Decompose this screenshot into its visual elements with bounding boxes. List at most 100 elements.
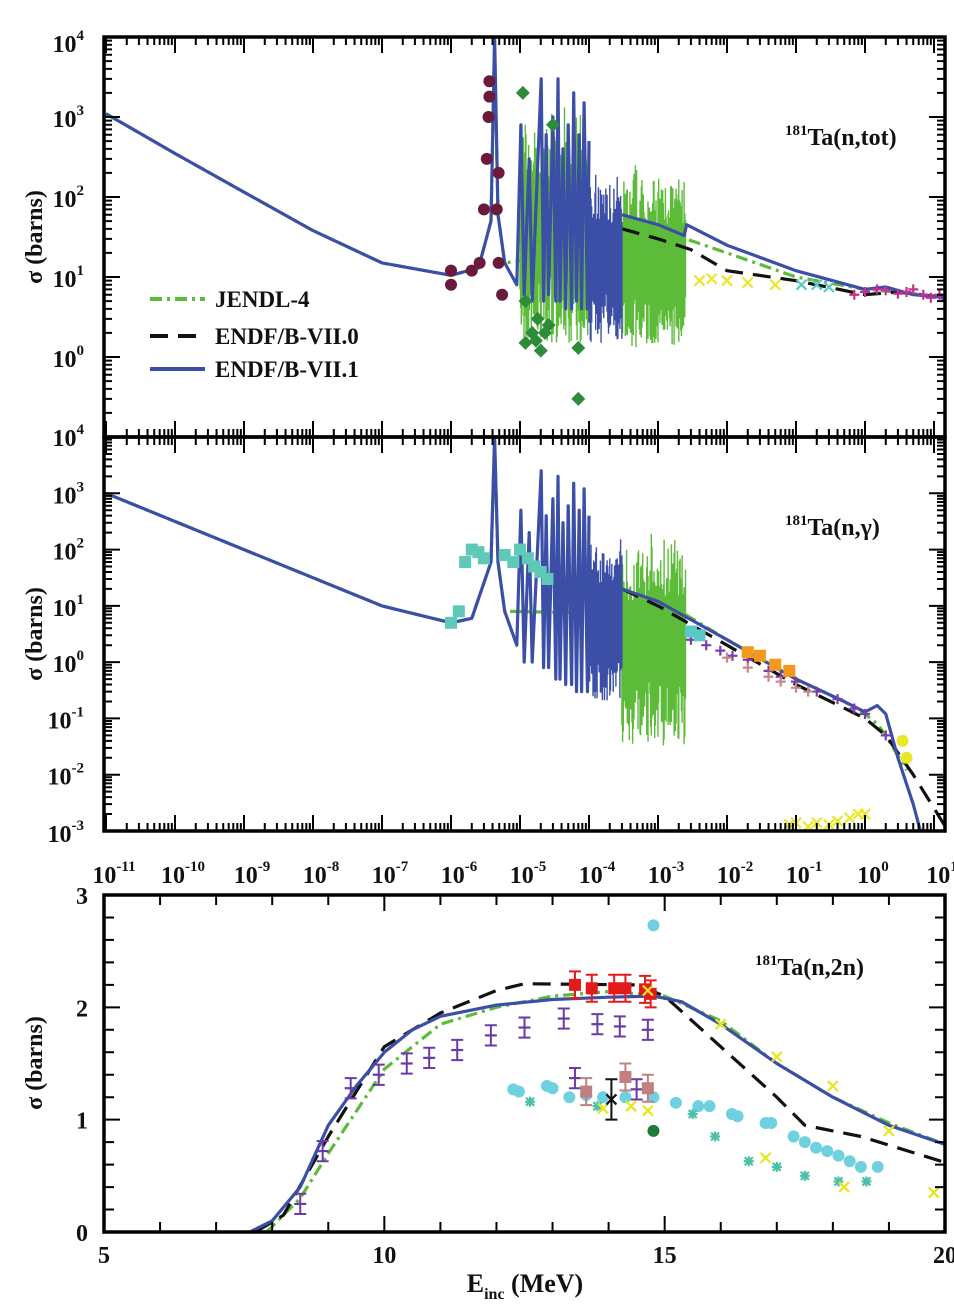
axis-ticks [104,36,945,438]
experimental-point [400,1052,413,1075]
experimental-point [803,686,814,697]
experimental-point [892,288,903,299]
experimental-point [613,1015,626,1038]
tick-label-base: 10 [53,652,77,678]
experimental-point [451,1038,464,1062]
marker-diamond [515,85,530,100]
tick-label-exponent: -1 [810,859,823,875]
marker-circle [731,1110,744,1123]
experimental-point [568,1066,581,1090]
marker [833,1176,844,1187]
experimental-point [759,1152,772,1164]
marker [832,694,843,705]
experimental-point [507,556,520,569]
marker [860,708,870,719]
marker [799,1170,810,1181]
plot-frame [102,893,947,1234]
tick-label-exponent: 3 [77,479,85,495]
marker [741,276,754,289]
marker-square [445,616,457,629]
panel-2-plot-area [249,919,945,1232]
marker-circle [596,1091,609,1104]
experimental-point [880,730,891,741]
marker [892,288,903,299]
experimental-point [693,629,706,642]
tick-label-base: 10 [926,863,950,889]
experimental-dataset [294,1007,654,1216]
experimental-point [530,311,545,326]
experimental-point [687,1109,698,1120]
experimental-point [791,682,801,693]
tick-label-base: 10 [92,863,116,889]
experimental-point [799,1170,810,1181]
series-band-endf-b-vii-1 [588,539,623,701]
experimental-point [484,1024,497,1047]
experimental-point [541,573,554,586]
tick-label-exponent: -3 [72,818,85,834]
tick-label-exponent: -5 [534,859,547,875]
series-line-endf-b-vii-0 [621,227,945,300]
x-tick-label: 5 [98,1243,110,1269]
experimental-point [490,203,503,216]
marker [759,1152,772,1164]
x-axis-title-main: E [467,1269,484,1298]
y-tick-label: 10-2 [48,761,85,791]
tick-label-exponent: -9 [258,859,271,875]
experimental-point [316,1140,329,1163]
tick-label-base: 10 [234,863,258,889]
tick-label-base: 10 [48,822,72,848]
tick-label-exponent: 0 [881,859,889,875]
experimental-dataset [896,734,913,764]
experimental-dataset [722,652,814,697]
series-line-jendl-4 [105,438,908,772]
tick-label-exponent: -10 [185,859,205,875]
marker-circle [483,90,496,103]
marker [715,645,726,656]
experimental-dataset [525,1096,872,1187]
marker-circle [787,1130,800,1143]
marker-square [741,646,754,659]
experimental-point [692,1100,705,1113]
marker [901,286,912,297]
marker [823,281,835,293]
marker-circle [480,152,493,165]
experimental-point [541,318,556,333]
tick-label-base: 10 [372,863,396,889]
tick-label-base: 10 [53,107,77,133]
experimental-point [769,278,782,291]
tick-label-base: 10 [53,32,77,58]
marker [742,662,753,673]
y-tick-label: 101 [53,263,85,293]
tick-label-base: 10 [48,708,72,734]
experimental-point [896,734,909,747]
y-tick-label: 101 [53,592,85,622]
marker [880,285,891,296]
title-mass-number: 181 [755,953,778,969]
experimental-dataset [597,984,940,1199]
experimental-point [591,1013,604,1036]
experimental-point [783,664,796,677]
marker-circle [692,1100,705,1113]
marker-circle [563,1091,576,1104]
marker [721,274,733,287]
tick-label-base: 10 [303,863,327,889]
experimental-point [795,278,808,291]
experimental-point [710,1131,721,1142]
marker [918,289,929,300]
experimental-point [769,658,782,671]
experimental-dataset [783,808,871,831]
experimental-dataset [693,273,782,291]
tick-label-base: 10 [53,540,77,566]
experimental-point [714,1018,727,1030]
experimental-point [423,1046,436,1069]
experimental-dataset [580,1062,654,1107]
experimental-point [741,646,754,659]
experimental-point [518,1016,531,1039]
axis-ticks [104,436,945,832]
experimental-point [908,284,919,295]
marker [849,289,860,300]
experimental-point [941,298,945,301]
tick-label-base: 10 [579,863,603,889]
experimental-point [787,1130,800,1143]
